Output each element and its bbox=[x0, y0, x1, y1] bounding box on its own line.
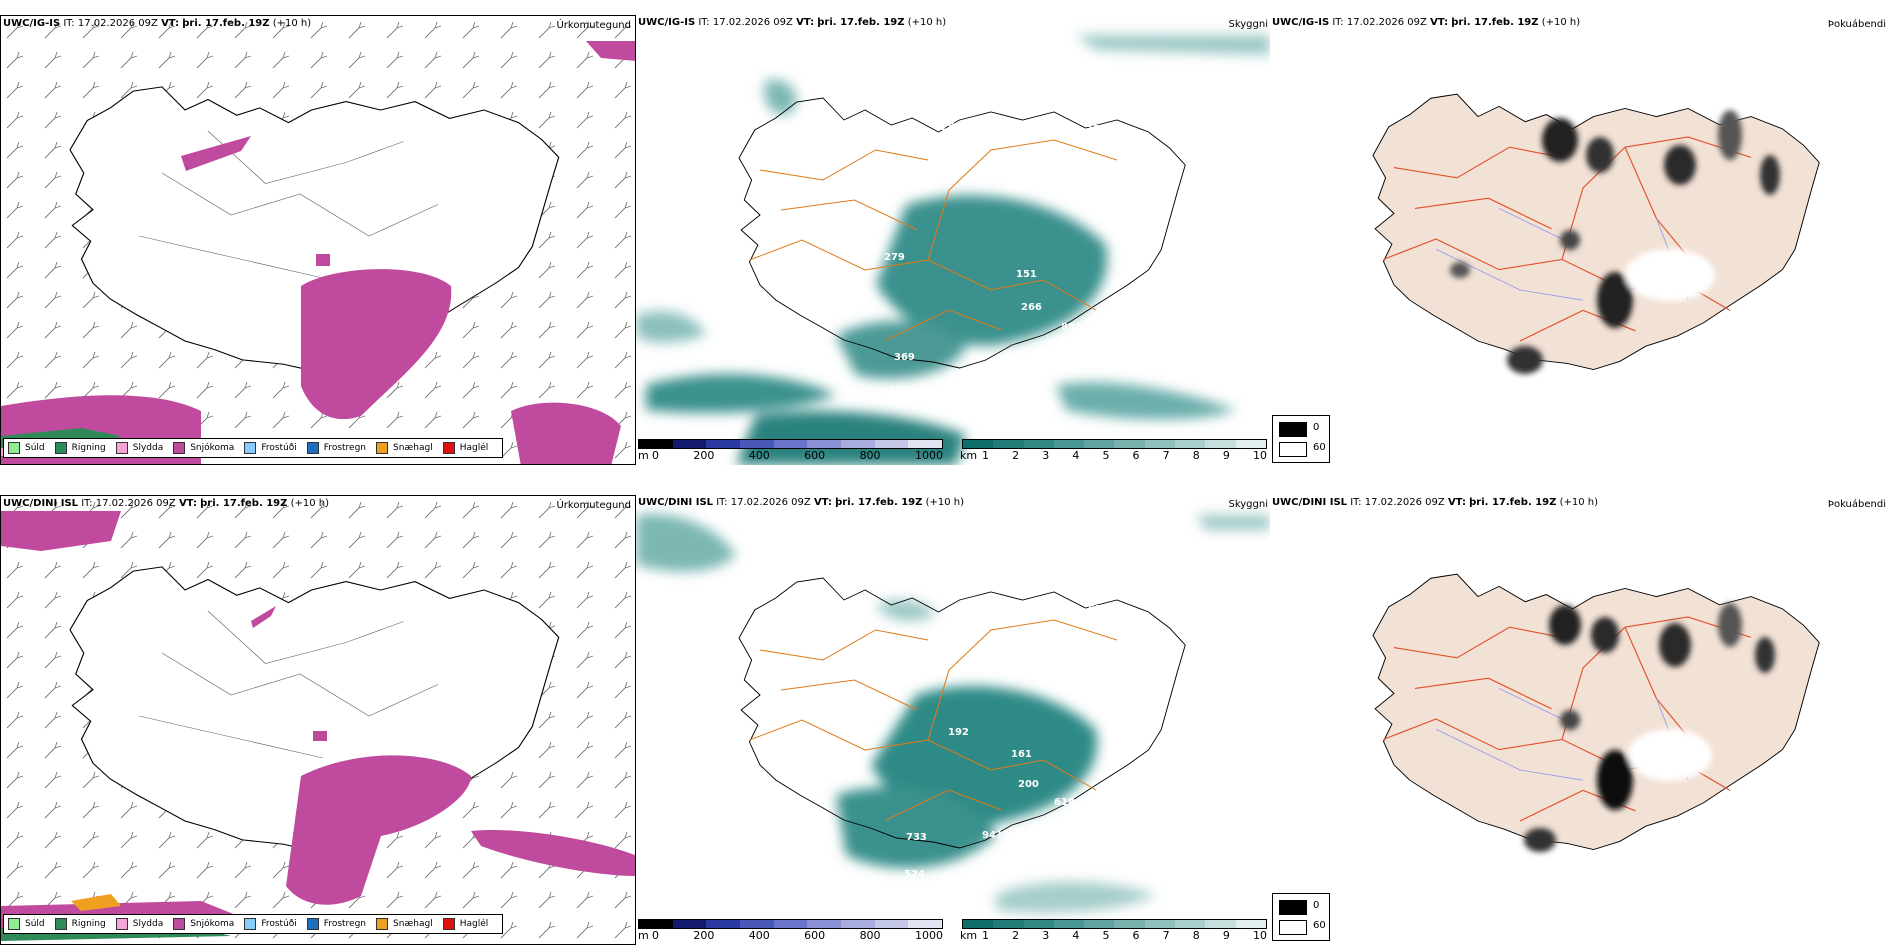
panel-title-precip-top: Úrkomutegund bbox=[556, 20, 631, 31]
legend-swatch bbox=[244, 442, 257, 454]
legend-item: Haglél bbox=[442, 442, 488, 454]
header-top-precip: UWC/IG-IS IT: 17.02.2026 09Z VT: þri. 17… bbox=[3, 18, 312, 29]
legend-swatch bbox=[442, 918, 455, 930]
legend-swatch bbox=[442, 442, 455, 454]
legend-item: Frostregn bbox=[306, 918, 366, 930]
vis-label: 618 bbox=[1054, 797, 1075, 808]
legend-swatch bbox=[115, 918, 128, 930]
precip-panel-top: UWC/IG-IS IT: 17.02.2026 09Z VT: þri. 17… bbox=[0, 15, 636, 465]
legend-item: Frostúði bbox=[244, 442, 297, 454]
precip-map-bottom bbox=[1, 496, 635, 944]
elevation-colorbar-top: m 0 200 400 600 800 1000 bbox=[638, 439, 943, 462]
legend-swatch bbox=[376, 918, 389, 930]
header-bottom-visibility: UWC/DINI ISL IT: 17.02.2026 09Z VT: þri.… bbox=[638, 497, 965, 508]
vis-label: 886 bbox=[1061, 322, 1082, 333]
vis-label: 389 bbox=[1060, 815, 1081, 826]
visibility-panel-top: 279 151 266 886 270 325 369 338 259 31 4… bbox=[636, 15, 1270, 465]
fog-panel-bottom: UWC/DINI ISL IT: 17.02.2026 09Z VT: þri.… bbox=[1270, 495, 1900, 945]
legend-item: Snæhagl bbox=[376, 442, 433, 454]
legend-item: Súld bbox=[8, 918, 45, 930]
legend-swatch bbox=[306, 442, 319, 454]
legend-item: Súld bbox=[8, 442, 45, 454]
vis-label: 941 bbox=[982, 830, 1003, 841]
legend-swatch bbox=[1279, 422, 1307, 437]
vis-label: 67 bbox=[1088, 604, 1102, 615]
vis-label: 369 bbox=[894, 352, 915, 363]
vis-label: 338 bbox=[888, 385, 909, 396]
precip-legend-bottom: Súld Rigning Slydda Snjókoma Frostúði Fr… bbox=[3, 914, 504, 934]
vis-label: 266 bbox=[1021, 302, 1042, 313]
panel-title-precip-bottom: Úrkomutegund bbox=[556, 500, 631, 511]
panel-title-fog-bottom: Þokuábendi bbox=[1827, 499, 1886, 510]
header-bottom-precip: UWC/DINI ISL IT: 17.02.2026 09Z VT: þri.… bbox=[3, 498, 330, 509]
vis-label: 42 bbox=[1008, 182, 1022, 193]
legend-swatch bbox=[54, 442, 67, 454]
vis-label: 31 bbox=[956, 152, 970, 163]
legend-item: Frostregn bbox=[306, 442, 366, 454]
legend-item: Slydda bbox=[115, 442, 163, 454]
visibility-colorbar-bottom: km 1 2 3 4 5 6 7 8 9 10 bbox=[960, 919, 1267, 942]
legend-swatch bbox=[8, 442, 20, 454]
legend-swatch bbox=[306, 918, 319, 930]
fog-panel-top: UWC/IG-IS IT: 17.02.2026 09Z VT: þri. 17… bbox=[1270, 15, 1900, 465]
vis-label: 200 bbox=[1018, 779, 1039, 790]
vis-label: 270 bbox=[1084, 317, 1105, 328]
legend-swatch bbox=[376, 442, 389, 454]
visibility-colorbar-top: km 1 2 3 4 5 6 7 8 9 10 bbox=[960, 439, 1267, 462]
fog-legend-top: 0 60 bbox=[1272, 415, 1330, 463]
legend-swatch bbox=[54, 918, 67, 930]
visibility-panel-bottom: 192 161 200 618 213 389 733 941 524 67 U… bbox=[636, 495, 1270, 945]
panel-title-visibility-bottom: Skyggni bbox=[1228, 499, 1268, 510]
legend-item: Snjókoma bbox=[173, 442, 234, 454]
vis-label: 213 bbox=[1084, 797, 1105, 808]
legend-swatch bbox=[1279, 900, 1307, 915]
vis-label: 524 bbox=[904, 869, 925, 880]
legend-item: Frostúði bbox=[244, 918, 297, 930]
legend-swatch bbox=[8, 918, 20, 930]
precip-panel-bottom: UWC/DINI ISL IT: 17.02.2026 09Z VT: þri.… bbox=[0, 495, 636, 945]
legend-item: Snjókoma bbox=[173, 918, 234, 930]
precip-map-top bbox=[1, 16, 635, 464]
legend-swatch bbox=[173, 918, 186, 930]
vis-label: 733 bbox=[906, 832, 927, 843]
legend-item: Haglél bbox=[442, 918, 488, 930]
legend-swatch bbox=[244, 918, 257, 930]
legend-item: Rigning bbox=[54, 442, 106, 454]
vis-label: 151 bbox=[1016, 269, 1037, 280]
elevation-colorbar-bottom: m 0 200 400 600 800 1000 bbox=[638, 919, 943, 942]
header-top-fog: UWC/IG-IS IT: 17.02.2026 09Z VT: þri. 17… bbox=[1272, 17, 1581, 28]
legend-item: Slydda bbox=[115, 918, 163, 930]
vis-label: 259 bbox=[941, 122, 962, 133]
visibility-map-top: 279 151 266 886 270 325 369 338 259 31 4… bbox=[636, 35, 1270, 465]
legend-swatch bbox=[1279, 920, 1307, 935]
vis-label: 279 bbox=[884, 252, 905, 263]
header-top-visibility: UWC/IG-IS IT: 17.02.2026 09Z VT: þri. 17… bbox=[638, 17, 947, 28]
vis-label: 192 bbox=[948, 727, 969, 738]
vis-label: 161 bbox=[1011, 749, 1032, 760]
vis-label: 325 bbox=[1064, 337, 1085, 348]
legend-item: Rigning bbox=[54, 918, 106, 930]
legend-swatch bbox=[1279, 442, 1307, 457]
fog-map-bottom bbox=[1372, 573, 1820, 852]
legend-swatch bbox=[173, 442, 186, 454]
fog-map-top bbox=[1372, 93, 1820, 374]
panel-title-visibility-top: Skyggni bbox=[1228, 19, 1268, 30]
fog-legend-bottom: 0 60 bbox=[1272, 893, 1330, 941]
legend-item: Snæhagl bbox=[376, 918, 433, 930]
header-bottom-fog: UWC/DINI ISL IT: 17.02.2026 09Z VT: þri.… bbox=[1272, 497, 1599, 508]
vis-label: 35 bbox=[1086, 122, 1100, 133]
visibility-map-bottom: 192 161 200 618 213 389 733 941 524 67 bbox=[636, 514, 1270, 913]
legend-swatch bbox=[115, 442, 128, 454]
precip-legend-top: Súld Rigning Slydda Snjókoma Frostúði Fr… bbox=[3, 438, 504, 458]
panel-title-fog-top: Þokuábendi bbox=[1827, 19, 1886, 30]
